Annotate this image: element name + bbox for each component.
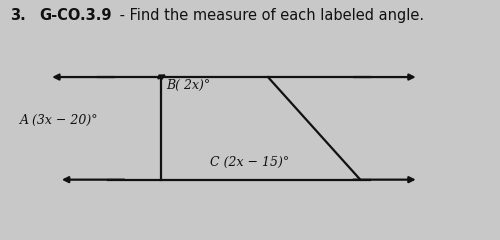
Text: - Find the measure of each labeled angle.: - Find the measure of each labeled angle… <box>115 8 424 23</box>
Text: A (3x − 20)°: A (3x − 20)° <box>20 114 98 126</box>
Text: B( 2x)°: B( 2x)° <box>166 79 210 92</box>
Text: C (2x − 15)°: C (2x − 15)° <box>210 156 289 169</box>
Text: G-CO.3.9: G-CO.3.9 <box>40 8 112 23</box>
Text: 3.: 3. <box>10 8 26 23</box>
